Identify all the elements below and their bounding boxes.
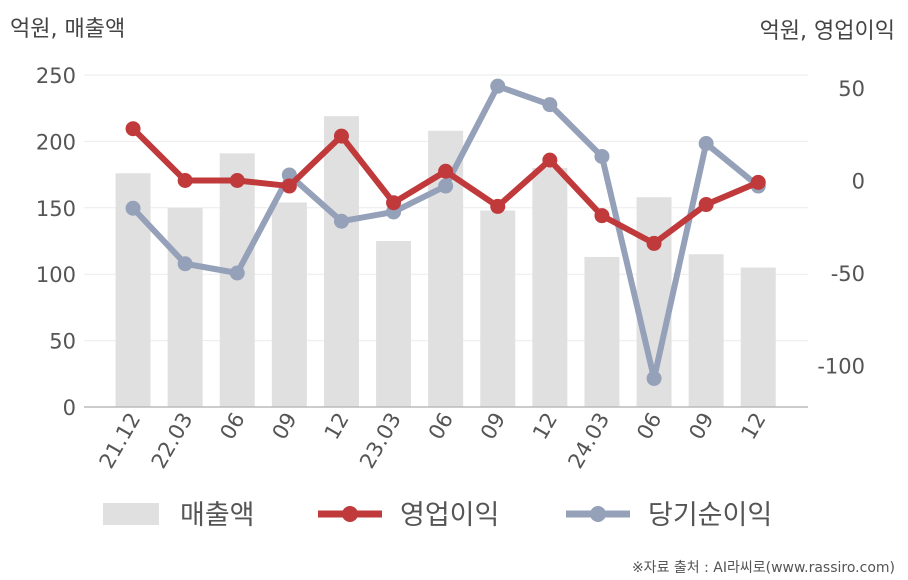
point-operating-profit	[229, 173, 245, 188]
right-tick-label: 50	[838, 77, 865, 101]
point-operating-profit	[490, 198, 506, 214]
x-tick-label: 24.03	[563, 409, 614, 473]
bar-revenue	[740, 267, 776, 407]
point-operating-profit	[281, 178, 297, 194]
bar-revenue	[688, 254, 724, 407]
point-net-income	[490, 78, 506, 94]
x-tick-label: 23.03	[355, 409, 406, 473]
x-axis-ticks: 21.12 22.03 06 09 12 23.03 06 09 12 24.03 06 09 12	[95, 409, 771, 473]
point-net-income	[438, 178, 454, 194]
left-tick-label: 0	[63, 396, 76, 420]
point-operating-profit	[542, 152, 558, 168]
point-net-income	[177, 256, 193, 272]
bar-revenue	[271, 202, 307, 407]
x-tick-label: 06	[215, 409, 249, 444]
point-operating-profit	[646, 235, 662, 251]
point-net-income	[594, 148, 610, 164]
legend-swatch-revenue	[103, 503, 159, 525]
right-axis-unit-label: 억원, 영업이익	[760, 19, 895, 44]
x-tick-label: 22.03	[147, 409, 198, 473]
legend-marker-net-income	[590, 506, 606, 522]
legend: 매출액 영업이익 당기순이익	[103, 500, 772, 531]
left-tick-label: 50	[49, 330, 76, 354]
point-operating-profit	[177, 173, 193, 188]
bar-revenue	[584, 256, 620, 407]
legend-label-operating-profit: 영업이익	[400, 500, 499, 531]
line-series	[125, 78, 766, 386]
bar-revenue	[480, 210, 516, 407]
x-tick-label: 06	[424, 409, 458, 444]
bar-revenue	[376, 241, 412, 407]
left-tick-label: 200	[36, 130, 76, 154]
point-operating-profit	[750, 174, 766, 190]
point-net-income	[698, 136, 714, 151]
left-axis-ticks: 0 50 100 150 200 250	[36, 64, 76, 420]
point-operating-profit	[333, 128, 349, 144]
legend-marker-operating-profit	[342, 506, 358, 522]
point-operating-profit	[698, 197, 714, 213]
point-net-income	[333, 213, 349, 229]
bar-revenue	[532, 167, 568, 407]
left-tick-label: 100	[36, 263, 76, 287]
right-tick-label: -100	[817, 355, 865, 379]
point-operating-profit	[125, 121, 141, 137]
x-tick-label: 12	[320, 409, 354, 444]
point-net-income	[646, 370, 662, 386]
bar-revenue	[167, 207, 203, 407]
point-net-income	[229, 265, 245, 281]
point-net-income	[125, 200, 141, 216]
x-tick-label: 12	[528, 409, 562, 444]
legend-label-revenue: 매출액	[180, 500, 255, 531]
legend-label-net-income: 당기순이익	[648, 500, 772, 531]
right-tick-label: -50	[831, 262, 865, 286]
point-operating-profit	[438, 163, 454, 179]
left-tick-label: 250	[36, 64, 76, 88]
source-note: ※자료 출처 : AI라씨로(www.rassiro.com)	[632, 560, 895, 576]
x-tick-label: 21.12	[95, 409, 146, 473]
point-operating-profit	[594, 208, 610, 224]
point-operating-profit	[386, 195, 402, 211]
x-tick-label: 09	[268, 409, 302, 444]
bar-series-revenue	[115, 116, 776, 407]
x-tick-label: 12	[736, 409, 770, 444]
x-tick-label: 06	[632, 409, 666, 444]
left-axis-unit-label: 억원, 매출액	[10, 17, 125, 42]
x-tick-label: 09	[684, 409, 718, 444]
right-axis-ticks: -100 -50 0 50	[817, 77, 865, 379]
bar-revenue	[323, 116, 359, 407]
x-tick-label: 09	[476, 409, 510, 444]
left-tick-label: 150	[36, 197, 76, 221]
point-net-income	[542, 97, 558, 113]
right-tick-label: 0	[852, 170, 865, 194]
